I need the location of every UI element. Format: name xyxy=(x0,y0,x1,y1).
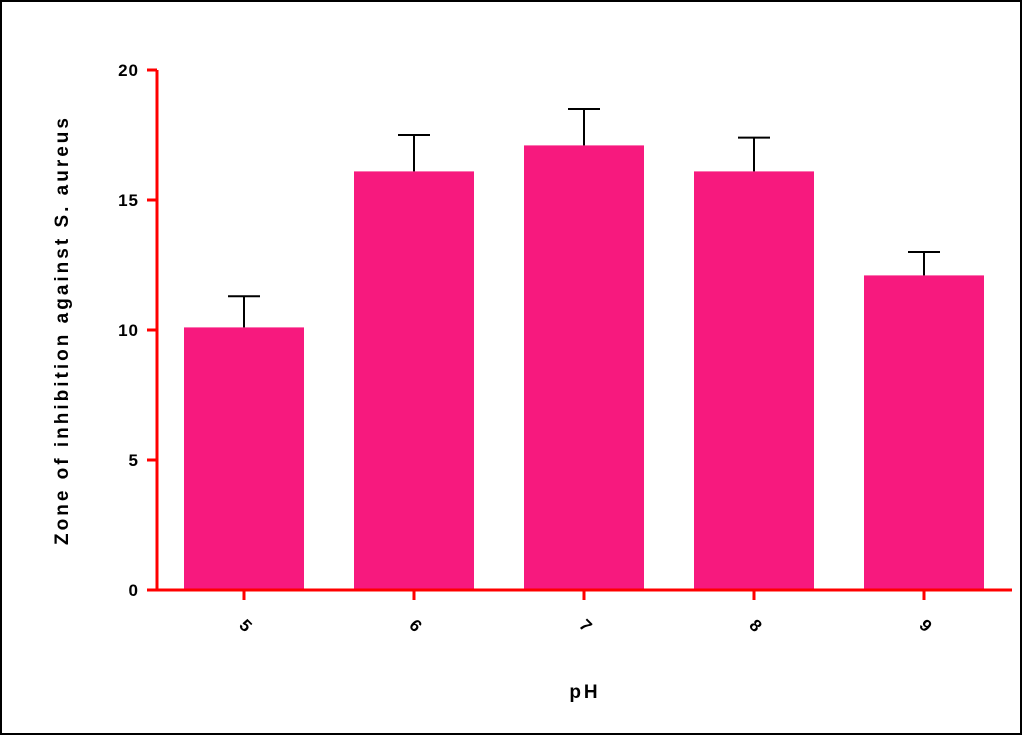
y-ticks-layer: 0 5 10 15 20 xyxy=(118,61,157,600)
bar-ph-7 xyxy=(524,145,644,590)
y-tick-label: 0 xyxy=(129,581,139,600)
x-ticks-layer: 5 6 7 8 9 xyxy=(235,590,936,637)
error-bars-layer xyxy=(228,108,940,328)
bar-ph-6 xyxy=(354,171,474,590)
bar-ph-9 xyxy=(864,275,984,590)
x-tick-label: 6 xyxy=(405,616,426,637)
bar-ph-8 xyxy=(694,171,814,590)
y-tick-label: 20 xyxy=(118,61,139,80)
x-tick-label: 7 xyxy=(575,616,596,637)
y-tick-label: 5 xyxy=(129,451,139,470)
x-axis-label: pH xyxy=(569,682,600,703)
x-tick-label: 8 xyxy=(745,616,766,637)
x-tick-label: 9 xyxy=(915,616,936,637)
y-tick-label: 10 xyxy=(118,321,139,340)
y-tick-label: 15 xyxy=(118,191,139,210)
x-tick-label: 5 xyxy=(235,616,256,637)
bars-layer xyxy=(184,145,984,590)
bar-ph-5 xyxy=(184,327,304,590)
y-axis-label: Zone of inhibition against S. aureus xyxy=(52,115,73,545)
